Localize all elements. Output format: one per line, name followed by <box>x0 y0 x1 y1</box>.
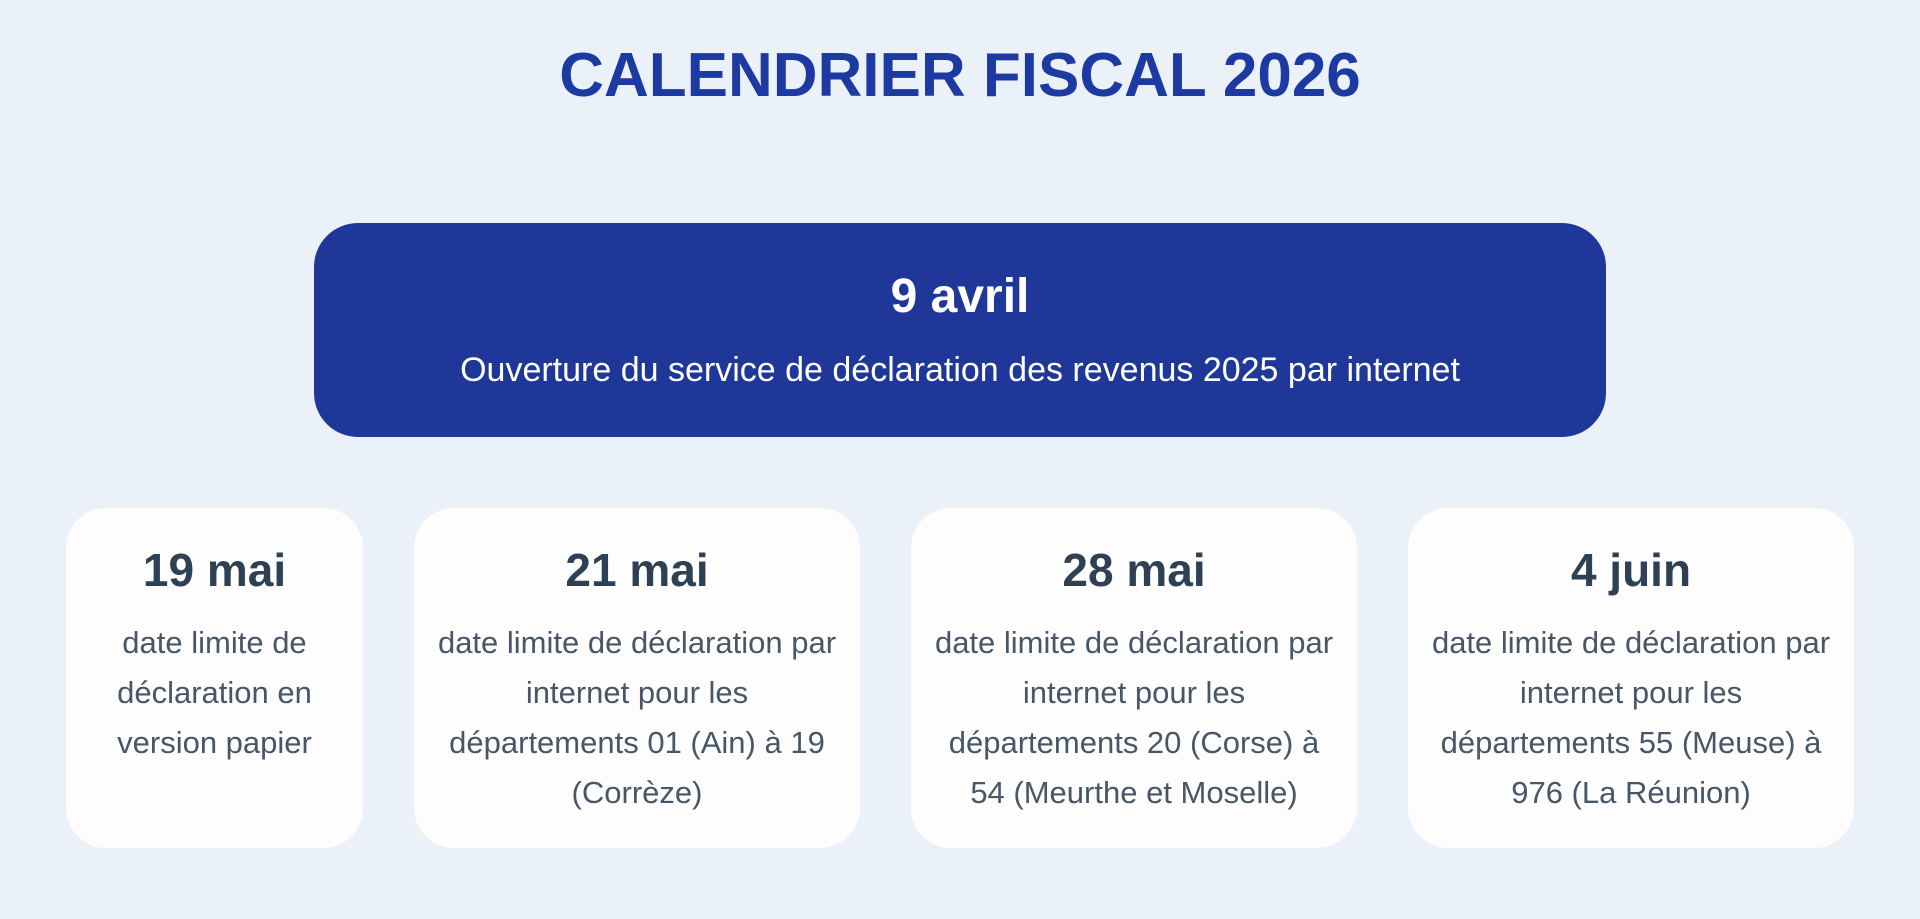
card-description: date limite de déclaration en version pa… <box>117 625 312 760</box>
page-title: CALENDRIER FISCAL 2026 <box>559 41 1361 110</box>
card-description: date limite de déclaration par internet … <box>1431 625 1831 810</box>
card-description: date limite de déclaration par internet … <box>934 625 1334 810</box>
deadline-cards-row: 19 mai date limite de déclaration en ver… <box>0 508 1920 848</box>
card-date: 19 mai <box>142 544 287 596</box>
card-date: 28 mai <box>1062 544 1206 596</box>
deadline-card-21-mai: 21 mai date limite de déclaration par in… <box>414 508 860 848</box>
banner-date: 9 avril <box>890 270 1030 323</box>
card-date: 21 mai <box>565 544 709 596</box>
deadline-card-28-mai: 28 mai date limite de déclaration par in… <box>911 508 1357 848</box>
banner-opening-date: 9 avril Ouverture du service de déclarat… <box>314 223 1606 437</box>
banner-description: Ouverture du service de déclaration des … <box>460 351 1460 389</box>
deadline-card-19-mai: 19 mai date limite de déclaration en ver… <box>66 508 363 848</box>
card-date: 4 juin <box>1570 544 1692 596</box>
card-description: date limite de déclaration par internet … <box>437 625 837 810</box>
fiscal-calendar-infographic: CALENDRIER FISCAL 2026 9 avril Ouverture… <box>0 42 1920 919</box>
deadline-card-4-juin: 4 juin date limite de déclaration par in… <box>1408 508 1854 848</box>
